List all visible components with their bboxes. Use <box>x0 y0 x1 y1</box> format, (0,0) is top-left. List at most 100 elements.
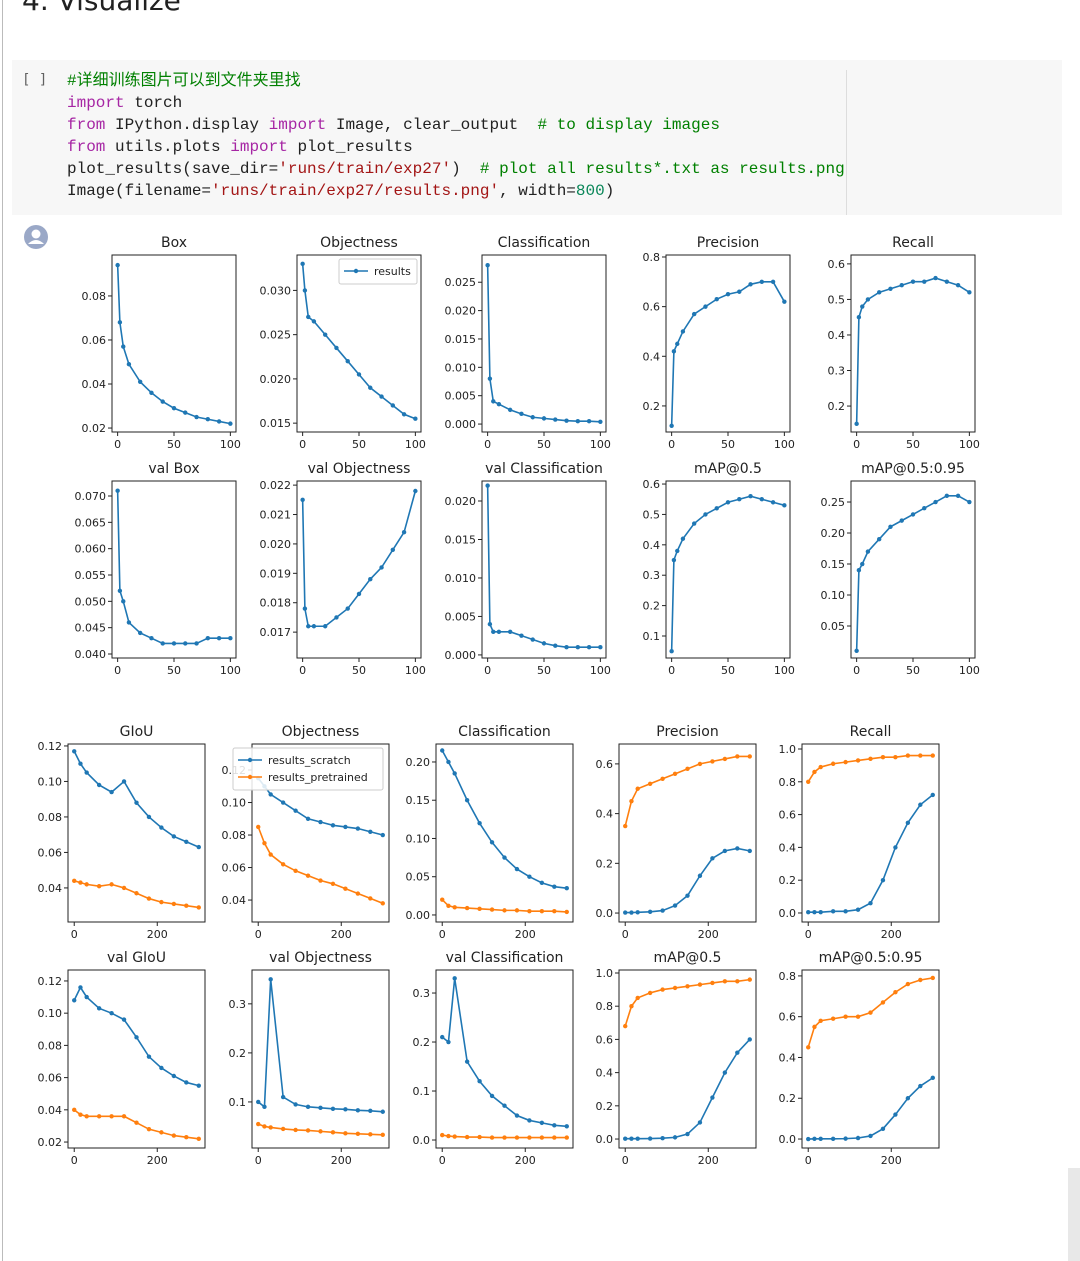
code-token: plot_results <box>287 138 413 156</box>
plot-frame <box>67 743 206 923</box>
data-point <box>464 1059 470 1064</box>
y-tick-label: 0.015 <box>445 533 477 546</box>
y-tick-label: 0.4 <box>643 350 661 363</box>
data-point <box>345 606 350 611</box>
data-point <box>710 1095 715 1100</box>
data-point <box>855 1014 861 1019</box>
code-line[interactable]: Image(filename='runs/train/exp27/results… <box>67 180 845 202</box>
chart-title: Classification <box>458 724 551 740</box>
y-tick-label: 0.10 <box>222 797 247 810</box>
data-point <box>697 761 703 767</box>
code-token: # to display images <box>537 116 720 134</box>
y-tick-label: 0.04 <box>82 378 107 391</box>
data-point <box>117 320 123 325</box>
data-point <box>302 288 308 293</box>
ruler <box>846 70 847 215</box>
plot-area <box>256 977 385 1138</box>
code-line[interactable]: plot_results(save_dir='runs/train/exp27'… <box>67 158 845 180</box>
x-tick-label: 100 <box>405 438 426 451</box>
data-point <box>452 771 457 776</box>
y-tick-label: 1.0 <box>596 967 614 980</box>
x-tick-label: 0 <box>255 928 262 941</box>
data-point <box>527 1118 532 1123</box>
data-point <box>918 977 923 983</box>
data-point <box>196 1136 201 1142</box>
data-point <box>318 878 323 883</box>
data-point <box>623 910 628 915</box>
code-token: #详细训练图片可以到文件夹里找 <box>67 72 301 90</box>
y-tick-label: 0.040 <box>75 648 107 661</box>
series-line <box>855 495 970 651</box>
data-point <box>268 977 273 982</box>
legend-marker <box>247 757 253 763</box>
data-point <box>865 549 871 554</box>
data-point <box>477 1079 482 1084</box>
code-token: from <box>67 138 106 156</box>
data-point <box>485 263 490 268</box>
data-point <box>368 829 373 834</box>
data-point <box>205 635 211 641</box>
code-token: ) <box>604 182 615 200</box>
data-point <box>552 884 557 889</box>
data-point <box>356 372 362 377</box>
code-token: ) <box>451 160 480 178</box>
data-point <box>121 885 127 891</box>
legend-marker <box>247 774 253 780</box>
code-line[interactable]: from IPython.display import Image, clear… <box>67 114 845 136</box>
data-point <box>910 512 916 517</box>
data-point <box>121 344 126 349</box>
data-point <box>280 1094 286 1100</box>
y-tick-label: 0.1 <box>229 1096 247 1109</box>
data-point <box>330 881 336 886</box>
y-tick-label: 0.2 <box>596 857 614 870</box>
code-line[interactable]: #详细训练图片可以到文件夹里找 <box>67 70 845 92</box>
data-point <box>452 1134 457 1139</box>
data-point <box>685 984 690 989</box>
data-point <box>748 282 753 287</box>
chart-title: Objectness <box>320 235 398 251</box>
section-heading: 4. Visualize <box>22 0 181 17</box>
data-point <box>598 419 603 424</box>
data-point <box>669 648 674 654</box>
y-tick-label: 0.055 <box>75 569 107 582</box>
y-tick-label: 0.6 <box>828 258 846 271</box>
data-point <box>905 820 911 825</box>
data-point <box>722 1070 728 1075</box>
data-point <box>722 848 728 854</box>
data-point <box>735 1050 740 1055</box>
y-tick-label: 0.045 <box>75 622 107 635</box>
data-point <box>539 1135 545 1140</box>
legend-label: results <box>374 265 411 278</box>
code[interactable]: #详细训练图片可以到文件夹里找 import torch from IPython.… <box>67 70 845 202</box>
code-line[interactable]: from utils.plots import plot_results <box>67 136 845 158</box>
code-line[interactable]: import torch <box>67 92 845 114</box>
data-point <box>635 995 640 1001</box>
data-point <box>491 629 496 635</box>
data-point <box>256 824 261 830</box>
data-point <box>955 283 961 288</box>
data-point <box>293 1127 298 1133</box>
data-point <box>514 908 520 913</box>
data-point <box>228 635 233 641</box>
plot-area <box>72 749 201 910</box>
data-point <box>806 1136 811 1142</box>
plot-area <box>485 483 603 650</box>
y-tick-label: 0.8 <box>596 1000 614 1013</box>
data-point <box>812 769 817 775</box>
data-point <box>280 1126 286 1132</box>
data-point <box>519 633 524 638</box>
data-point <box>930 1075 935 1081</box>
series-line <box>301 490 417 628</box>
data-point <box>893 990 898 995</box>
code-cell[interactable]: [ ] #详细训练图片可以到文件夹里找 import torch from IPyt… <box>12 60 1062 215</box>
x-tick-label: 100 <box>959 664 980 677</box>
data-point <box>194 641 199 646</box>
data-point <box>854 648 859 654</box>
data-point <box>714 296 719 302</box>
data-point <box>477 1134 482 1140</box>
data-point <box>368 896 373 901</box>
chart-title: val Classification <box>446 950 564 966</box>
data-point <box>747 754 752 759</box>
cell-prompt[interactable]: [ ] <box>22 72 48 88</box>
data-point <box>660 987 665 992</box>
